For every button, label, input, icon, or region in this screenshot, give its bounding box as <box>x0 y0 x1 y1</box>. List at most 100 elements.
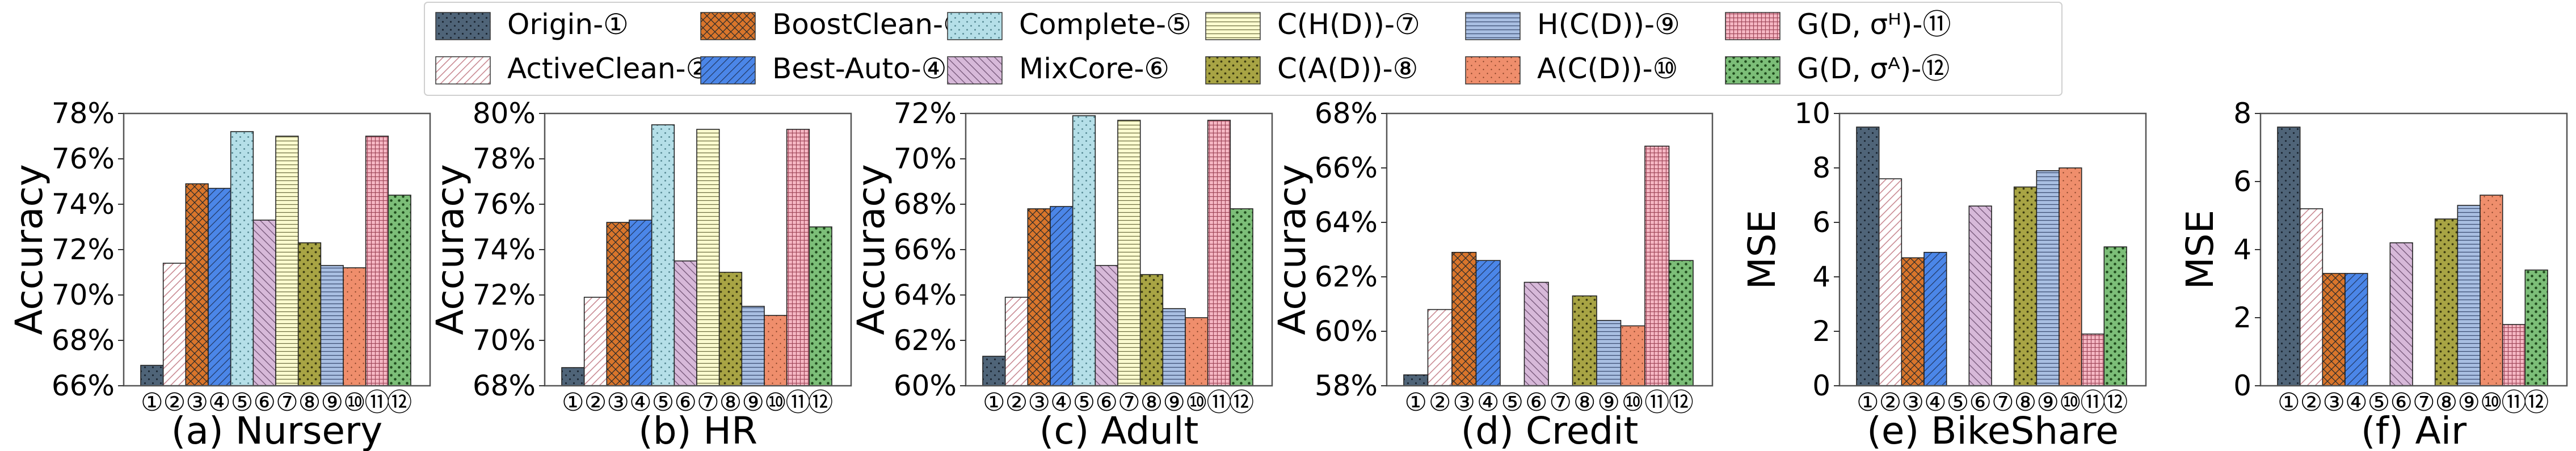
legend-label: C(A(D))-⑧ <box>1277 52 1419 85</box>
x-tick-label: ① <box>562 388 584 417</box>
bar <box>162 263 187 386</box>
x-tick-label: ② <box>163 388 186 417</box>
subplot-caption: (d) Credit <box>1461 409 1639 451</box>
x-tick-label: ⑨ <box>742 388 764 417</box>
legend-frame <box>424 2 2063 96</box>
legend-label: H(C(D))-⑨ <box>1537 8 1680 41</box>
plot-frame <box>1838 112 2147 387</box>
x-tick-label: ⑦ <box>697 388 719 417</box>
y-tick-label: 4 <box>2233 233 2251 266</box>
x-tick-label: ③ <box>607 388 629 417</box>
x-tick-label: ⑥ <box>1969 388 1991 417</box>
subplot-caption: (e) BikeShare <box>1867 409 2119 451</box>
x-tick-label: ⑥ <box>2390 388 2412 417</box>
y-tick-label: 76% <box>473 188 536 221</box>
y-tick-label: 68% <box>52 324 115 357</box>
x-tick-label: ⑤ <box>2368 388 2390 417</box>
bar <box>343 267 367 386</box>
bar <box>1004 297 1029 386</box>
bar <box>1856 127 1880 386</box>
y-tick-label: 70% <box>52 279 115 311</box>
y-tick-label: 66% <box>1315 151 1378 184</box>
y-tick-label: 66% <box>894 233 957 266</box>
bar <box>1403 374 1429 386</box>
x-tick-label: ① <box>2278 388 2300 417</box>
subplot-caption: (b) HR <box>638 409 757 451</box>
x-tick-label: ⑤ <box>1073 388 1095 417</box>
legend-item: MixCore-⑥ <box>947 52 1169 85</box>
y-tick-label: 60% <box>894 369 957 402</box>
y-tick-label: 72% <box>52 233 115 266</box>
x-tick-label: ⑥ <box>253 388 275 417</box>
x-tick-label: ⑦ <box>2413 388 2435 417</box>
legend-swatch <box>1465 56 1521 85</box>
legend-item: G(D, σᴴ)-⑪ <box>1725 8 1951 41</box>
y-tick-label: 68% <box>1315 97 1378 130</box>
legend-label: ActiveClean-② <box>507 52 711 85</box>
x-tick-label: ⑧ <box>2435 388 2457 417</box>
legend-item: G(D, σᴬ)-⑫ <box>1725 52 1950 85</box>
x-tick-label: ⑧ <box>2014 388 2036 417</box>
x-tick-label: ⑤ <box>1501 388 1523 417</box>
legend-item: H(C(D))-⑨ <box>1465 8 1680 41</box>
plot-frame <box>1386 112 1714 387</box>
legend-item: BoostClean-③ <box>700 8 969 41</box>
bar <box>2389 242 2413 386</box>
bar <box>2013 186 2038 386</box>
x-tick-label: ④ <box>1050 388 1072 417</box>
bar <box>583 297 608 386</box>
bar <box>2081 333 2105 386</box>
bar <box>2059 167 2082 386</box>
x-tick-label: ③ <box>1028 388 1050 417</box>
x-tick-label: ⑫ <box>808 388 833 417</box>
legend-item: Origin-① <box>435 8 629 41</box>
bar <box>1923 251 1947 386</box>
legend-swatch <box>435 12 491 40</box>
legend-swatch <box>1725 12 1781 40</box>
x-tick-label: ⑪ <box>1644 388 1669 417</box>
bar <box>208 188 231 386</box>
bar <box>561 367 585 386</box>
bar <box>1901 257 1925 386</box>
x-tick-label: ② <box>1005 388 1028 417</box>
y-tick-label: 72% <box>473 279 536 311</box>
y-tick-label: 68% <box>894 188 957 221</box>
x-tick-label: ⑩ <box>343 388 365 417</box>
y-tick-label: 68% <box>473 369 536 402</box>
y-tick-label: 62% <box>1315 260 1378 293</box>
bar <box>741 306 765 386</box>
x-tick-label: ⑪ <box>2081 388 2106 417</box>
bar <box>786 129 810 386</box>
bar <box>718 272 743 386</box>
legend-swatch <box>435 56 491 85</box>
bar <box>2480 195 2503 386</box>
bar <box>2322 273 2346 386</box>
x-tick-label: ④ <box>2345 388 2367 417</box>
y-tick-label: 74% <box>473 233 536 266</box>
x-tick-label: ② <box>584 388 607 417</box>
x-tick-label: ⑧ <box>719 388 742 417</box>
legend: Origin-① ActiveClean-② BoostClean-③ Best-Au… <box>424 2 2063 96</box>
y-axis-label: MSE <box>1740 210 1784 290</box>
x-tick-label: ⑨ <box>2036 388 2059 417</box>
legend-swatch <box>1205 12 1261 40</box>
y-tick-label: 60% <box>1315 315 1378 348</box>
bar <box>365 136 389 386</box>
legend-label: A(C(D))-⑩ <box>1537 52 1678 85</box>
bar <box>2299 208 2324 386</box>
bar <box>252 220 276 386</box>
y-tick-label: 80% <box>473 97 536 130</box>
y-tick-label: 78% <box>473 142 536 175</box>
legend-swatch <box>1205 56 1261 85</box>
bar <box>1050 206 1074 386</box>
x-tick-label: ⑩ <box>2480 388 2502 417</box>
x-tick-label: ③ <box>1901 388 1923 417</box>
bar <box>320 265 344 386</box>
y-tick-label: 78% <box>52 97 115 130</box>
legend-label: G(D, σᴴ)-⑪ <box>1797 8 1951 41</box>
y-axis-label: Accuracy <box>849 164 893 335</box>
y-tick-label: 2 <box>2233 301 2251 334</box>
